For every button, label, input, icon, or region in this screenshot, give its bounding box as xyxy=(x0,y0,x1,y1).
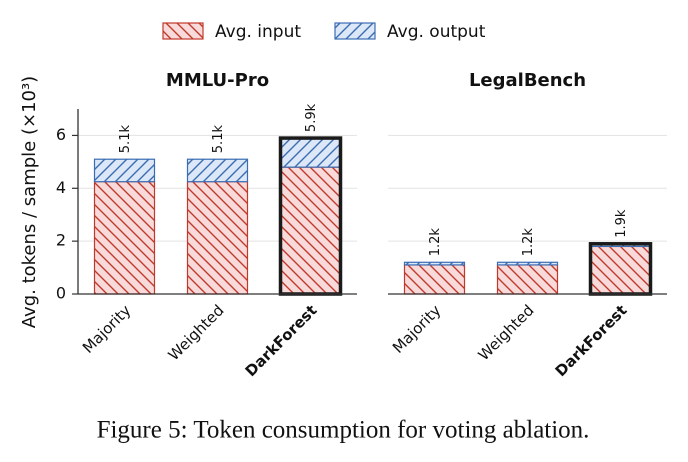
x-tick-label: DarkForest xyxy=(552,301,631,380)
total-label: 1.2k xyxy=(521,228,536,257)
legend-swatch xyxy=(162,22,204,40)
bar-segment xyxy=(403,261,466,266)
total-label: 1.2k xyxy=(428,228,443,257)
x-tick-label: DarkForest xyxy=(242,301,321,380)
total-label: 1.9k xyxy=(614,209,629,238)
legend-label: Avg. input xyxy=(215,22,301,42)
total-label: 5.1k xyxy=(118,125,133,154)
bar-segment xyxy=(496,261,559,266)
x-tick-label: Majority xyxy=(389,301,445,357)
y-tick-label: 0 xyxy=(56,284,66,303)
legend-swatch xyxy=(334,22,376,40)
y-tick-label: 4 xyxy=(56,178,66,197)
legend-label: Avg. output xyxy=(387,22,486,42)
bar-segment xyxy=(589,245,652,295)
y-axis-label: Avg. tokens / sample (×10³) xyxy=(19,76,40,328)
bar-segment xyxy=(403,264,466,295)
bar-segment xyxy=(496,264,559,295)
panel-title: MMLU-Pro xyxy=(166,70,269,91)
x-tick-label: Weighted xyxy=(475,301,538,364)
y-tick-label: 6 xyxy=(56,125,66,144)
x-tick-label: Majority xyxy=(79,301,135,357)
caption: Figure 5: Token consumption for voting a… xyxy=(97,417,590,444)
y-tick-label: 2 xyxy=(56,231,66,250)
bar-segment xyxy=(279,166,342,295)
total-label: 5.1k xyxy=(211,125,226,154)
x-tick-label: Weighted xyxy=(165,301,228,364)
bar-segment xyxy=(279,137,342,168)
total-label: 5.9k xyxy=(304,103,319,132)
bar-segment xyxy=(186,181,249,295)
bar-segment xyxy=(186,158,249,183)
bar-segment xyxy=(93,158,156,183)
bar-segment xyxy=(93,181,156,295)
panel-title: LegalBench xyxy=(469,70,586,91)
